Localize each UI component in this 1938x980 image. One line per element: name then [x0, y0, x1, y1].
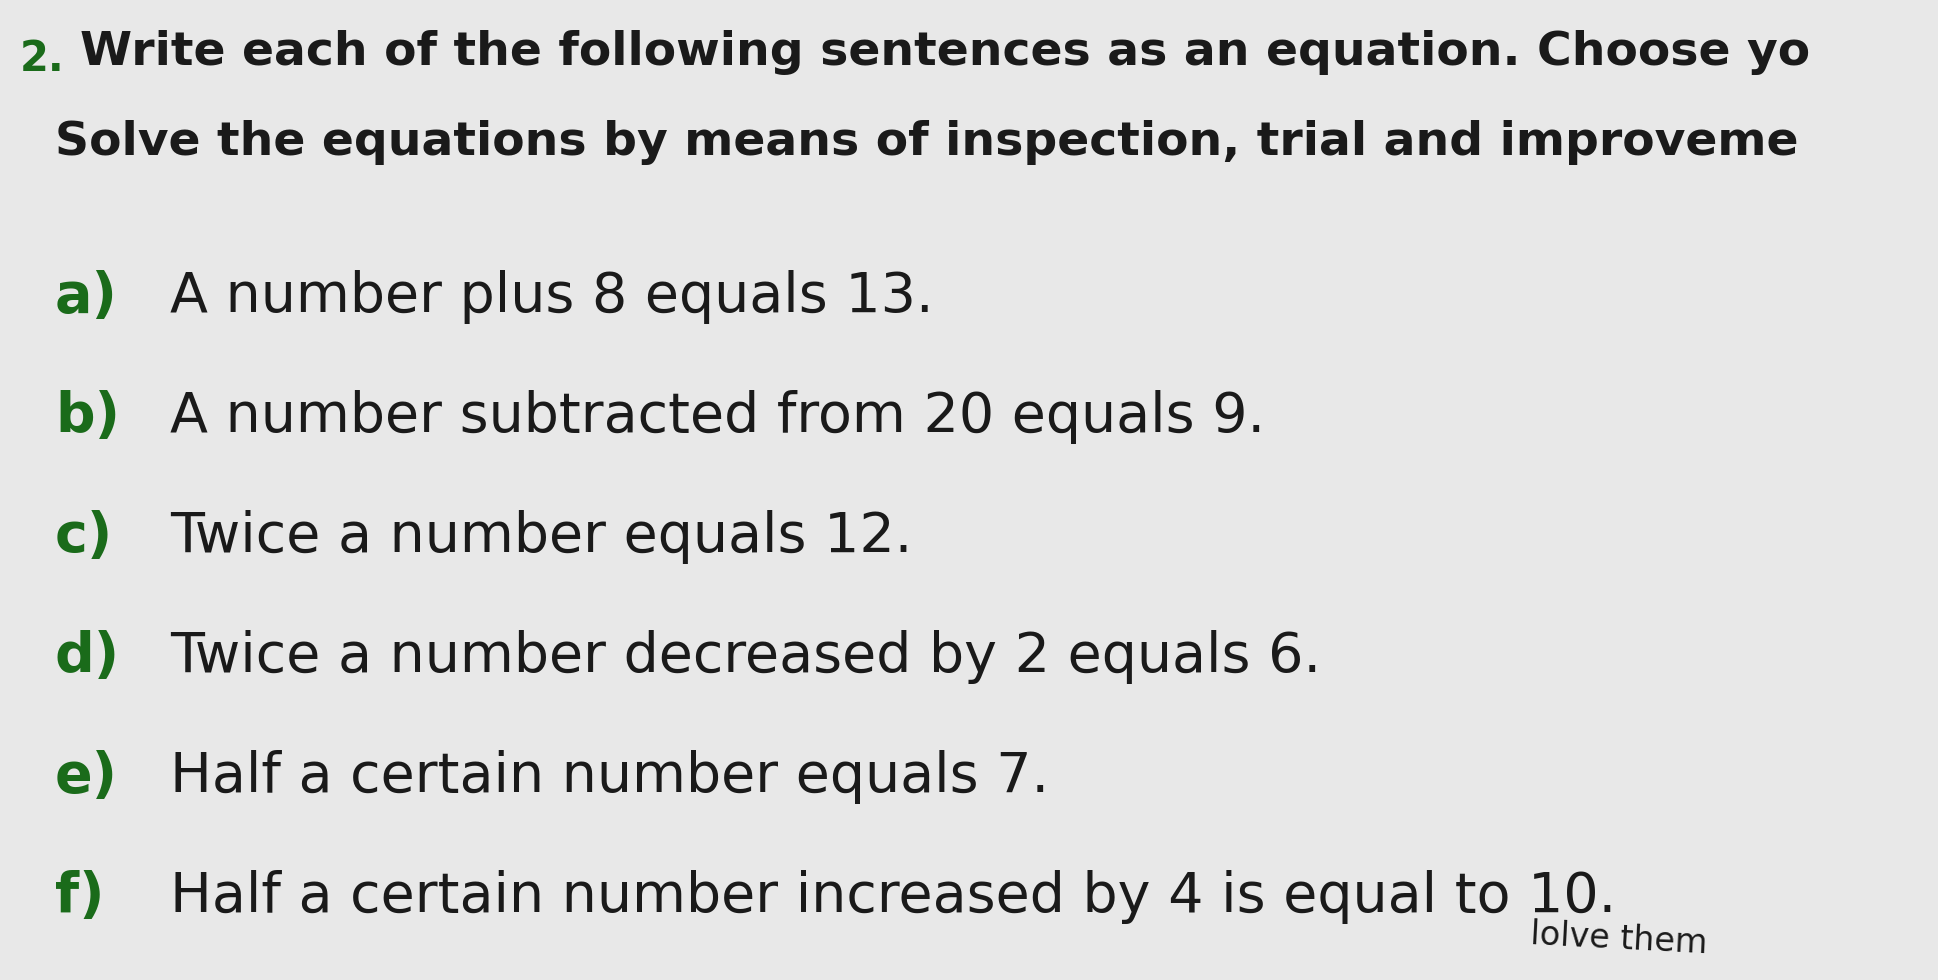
Text: d): d): [54, 630, 120, 684]
Text: b): b): [54, 390, 120, 444]
Text: 2.: 2.: [19, 38, 64, 80]
Text: Write each of the following sentences as an equation. Choose yo: Write each of the following sentences as…: [79, 30, 1810, 75]
Text: f): f): [54, 870, 105, 924]
Text: Half a certain number increased by 4 is equal to 10.: Half a certain number increased by 4 is …: [171, 870, 1616, 924]
Text: lolve them: lolve them: [1529, 918, 1709, 960]
Text: c): c): [54, 510, 112, 564]
Text: e): e): [54, 750, 118, 804]
Text: Twice a number equals 12.: Twice a number equals 12.: [171, 510, 913, 564]
Text: a): a): [54, 270, 118, 324]
Text: A number plus 8 equals 13.: A number plus 8 equals 13.: [171, 270, 934, 324]
Text: A number subtracted from 20 equals 9.: A number subtracted from 20 equals 9.: [171, 390, 1266, 444]
Text: Half a certain number equals 7.: Half a certain number equals 7.: [171, 750, 1048, 804]
Text: Twice a number decreased by 2 equals 6.: Twice a number decreased by 2 equals 6.: [171, 630, 1322, 684]
Text: Solve the equations by means of inspection, trial and improveme: Solve the equations by means of inspecti…: [54, 120, 1798, 165]
